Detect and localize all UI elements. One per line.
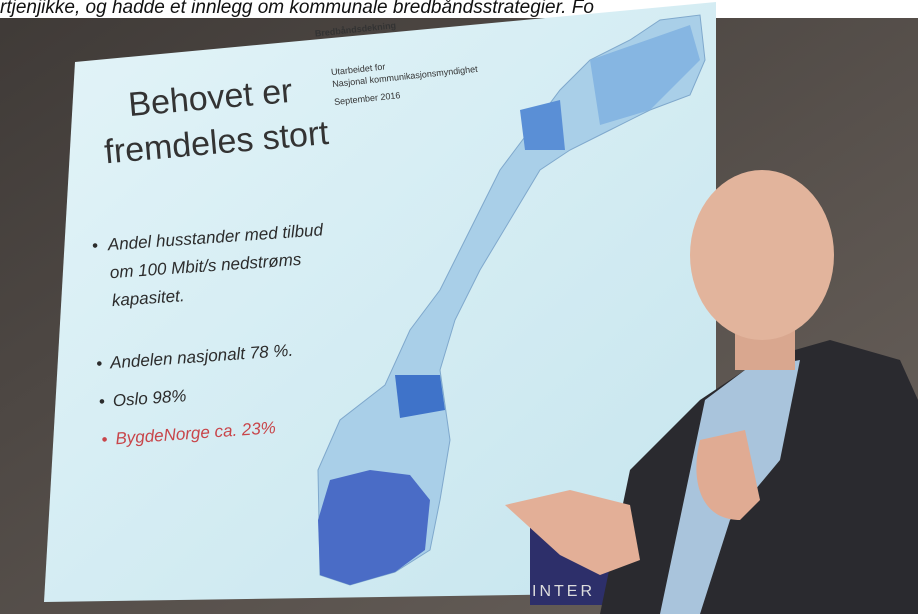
logo-text: INTER [532, 583, 595, 600]
head [690, 170, 834, 340]
photo: rtjenjikke, og hadde et innlegg om kommu… [0, 0, 918, 614]
page: rtjenjikke, og hadde et innlegg om kommu… [0, 0, 918, 614]
caption: rtjenjikke, og hadde et innlegg om kommu… [0, 0, 594, 18]
